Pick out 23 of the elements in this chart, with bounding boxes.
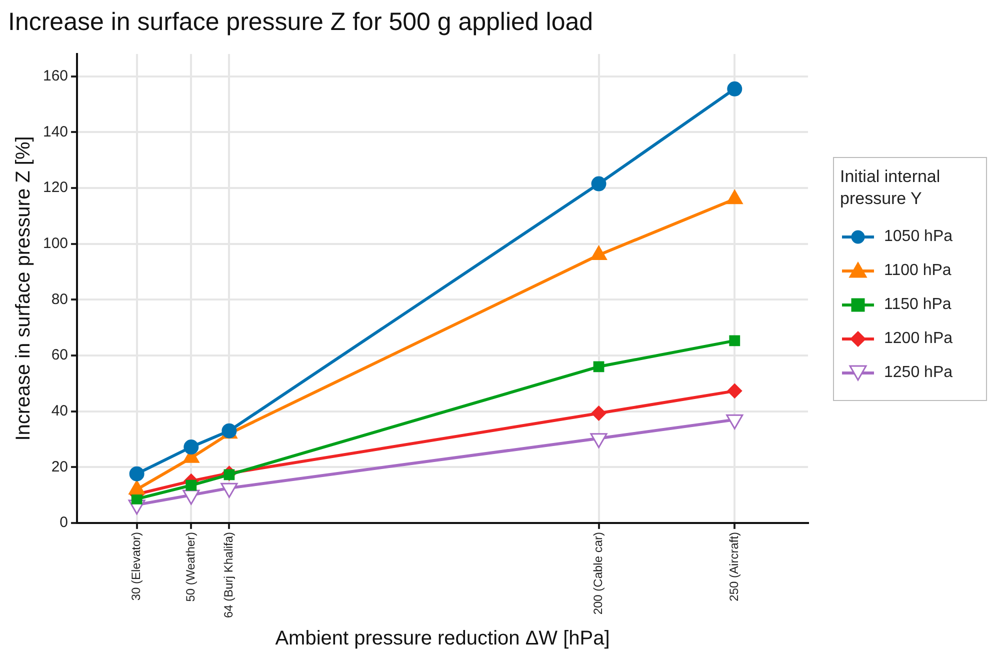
x-tick-label: 64 (Burj Khalifa) (222, 532, 236, 618)
y-tick-label: 160 (42, 67, 68, 84)
x-tick-label: 200 (Cable car) (591, 532, 606, 615)
legend-label: 1250 hPa (884, 364, 953, 382)
y-tick-label: 80 (51, 290, 68, 308)
legend-label: 1200 hPa (884, 330, 953, 348)
y-tick-label: 60 (51, 346, 68, 364)
legend-label: 1100 hPa (884, 262, 952, 280)
y-tick-label: 40 (51, 402, 68, 420)
y-tick-label: 20 (51, 458, 68, 476)
x-axis-title: Ambient pressure reduction ΔW [hPa] (275, 628, 610, 650)
y-axis-title: Increase in surface pressure Z [%] (12, 136, 35, 441)
x-tick-label: 30 (Elevator) (129, 532, 144, 601)
y-tick-label: 0 (60, 514, 68, 532)
x-tick-label: 50 (Weather) (183, 532, 198, 602)
legend-label: 1050 hPa (884, 228, 953, 246)
legend-label: 1150 hPa (884, 296, 952, 314)
y-tick-label: 100 (42, 234, 68, 252)
legend-title: Initial internal pressure Y (840, 166, 942, 210)
chart-title: Increase in surface pressure Z for 500 g applied load (8, 8, 594, 36)
x-tick-label: 250 (Aircraft) (726, 532, 741, 602)
y-tick-label: 140 (42, 123, 68, 140)
y-tick-label: 120 (42, 179, 68, 196)
